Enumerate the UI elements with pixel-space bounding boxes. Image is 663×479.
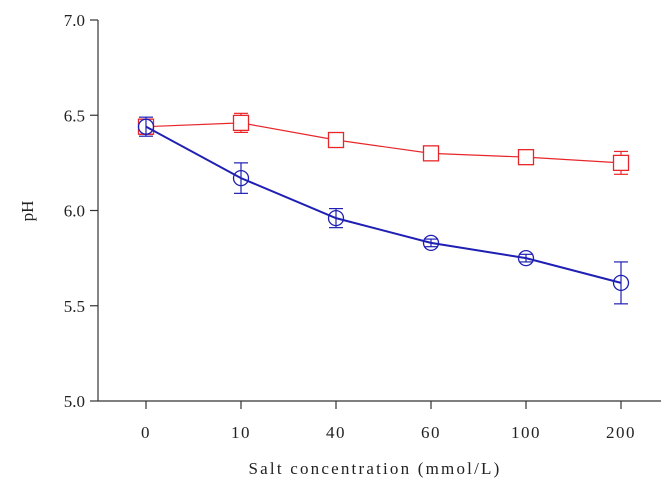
data-point (327, 131, 345, 149)
series-circle (137, 116, 630, 305)
series-line (145, 125, 622, 284)
x-tick-label: 200 (606, 423, 636, 442)
data-point (422, 145, 440, 162)
series-square (137, 112, 630, 175)
x-ticks: 0 10 40 60 100 200 (141, 401, 636, 442)
x-tick-label: 40 (326, 423, 346, 442)
series-layer (137, 112, 630, 305)
data-point (232, 169, 250, 187)
x-tick-label: 100 (511, 423, 541, 442)
data-point (612, 154, 630, 172)
axes (97, 20, 661, 402)
data-point (612, 274, 630, 292)
data-point (517, 149, 535, 166)
y-tick-label: 7.0 (64, 11, 85, 30)
y-tick-label: 5.5 (64, 297, 85, 316)
series-line (145, 122, 622, 164)
x-tick-label: 10 (231, 423, 251, 442)
y-tick-label: 6.0 (64, 202, 85, 221)
y-axis-title: pH (18, 201, 37, 222)
x-tick-label: 60 (421, 423, 441, 442)
x-axis-title: Salt concentration (mmol/L) (249, 459, 502, 478)
y-tick-label: 6.5 (64, 106, 85, 125)
y-ticks: 5.0 5.5 6.0 6.5 7.0 (64, 11, 98, 411)
data-point (422, 234, 440, 252)
data-point (517, 249, 535, 267)
data-point (327, 209, 345, 227)
x-tick-label: 0 (141, 423, 151, 442)
y-tick-label: 5.0 (64, 392, 85, 411)
data-point (232, 114, 250, 132)
data-point (137, 118, 155, 135)
